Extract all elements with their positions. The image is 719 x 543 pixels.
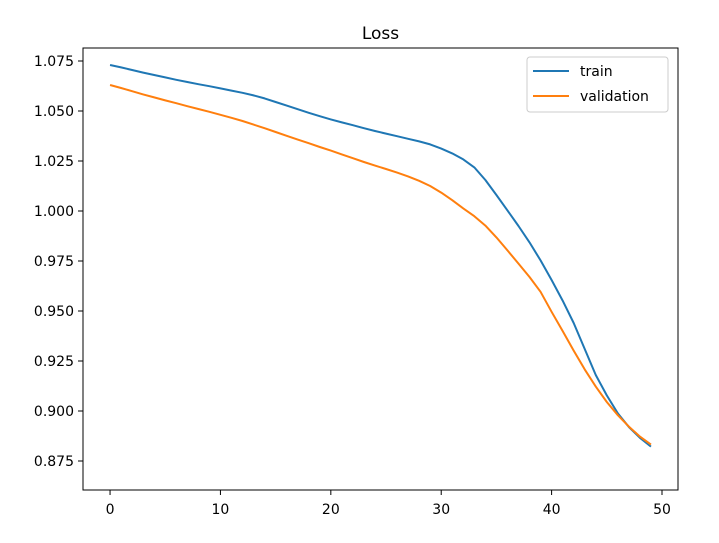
- legend: train validation: [526, 56, 669, 113]
- y-tick-label: 1.000: [34, 204, 74, 220]
- x-tick-label: 0: [106, 502, 115, 518]
- x-axis: 0 10 20 30 40 50: [106, 490, 671, 518]
- x-tick-label: 10: [212, 502, 230, 518]
- y-tick-label: 0.925: [34, 354, 74, 370]
- series-line-train: [109, 64, 652, 448]
- y-axis: 0.875 0.900 0.925 0.950 0.975 1.000 1.025 1.050…: [34, 54, 83, 470]
- y-tick-label: 1.075: [34, 54, 74, 70]
- x-tick-label: 30: [432, 502, 450, 518]
- x-tick-label: 50: [653, 502, 671, 518]
- y-tick-label: 0.975: [34, 254, 74, 270]
- y-tick-label: 0.875: [34, 454, 74, 470]
- legend-label-validation: validation: [580, 89, 649, 105]
- x-tick-label: 40: [543, 502, 561, 518]
- y-tick-label: 1.025: [34, 154, 74, 170]
- legend-label-train: train: [580, 64, 613, 80]
- y-tick-label: 0.900: [34, 404, 74, 420]
- chart-title: Loss: [362, 24, 399, 44]
- series-line-validation: [109, 84, 652, 446]
- series-layer: [109, 64, 652, 448]
- plot-frame: [82, 47, 679, 491]
- x-tick-label: 20: [322, 502, 340, 518]
- y-tick-label: 1.050: [34, 104, 74, 120]
- y-tick-label: 0.950: [34, 304, 74, 320]
